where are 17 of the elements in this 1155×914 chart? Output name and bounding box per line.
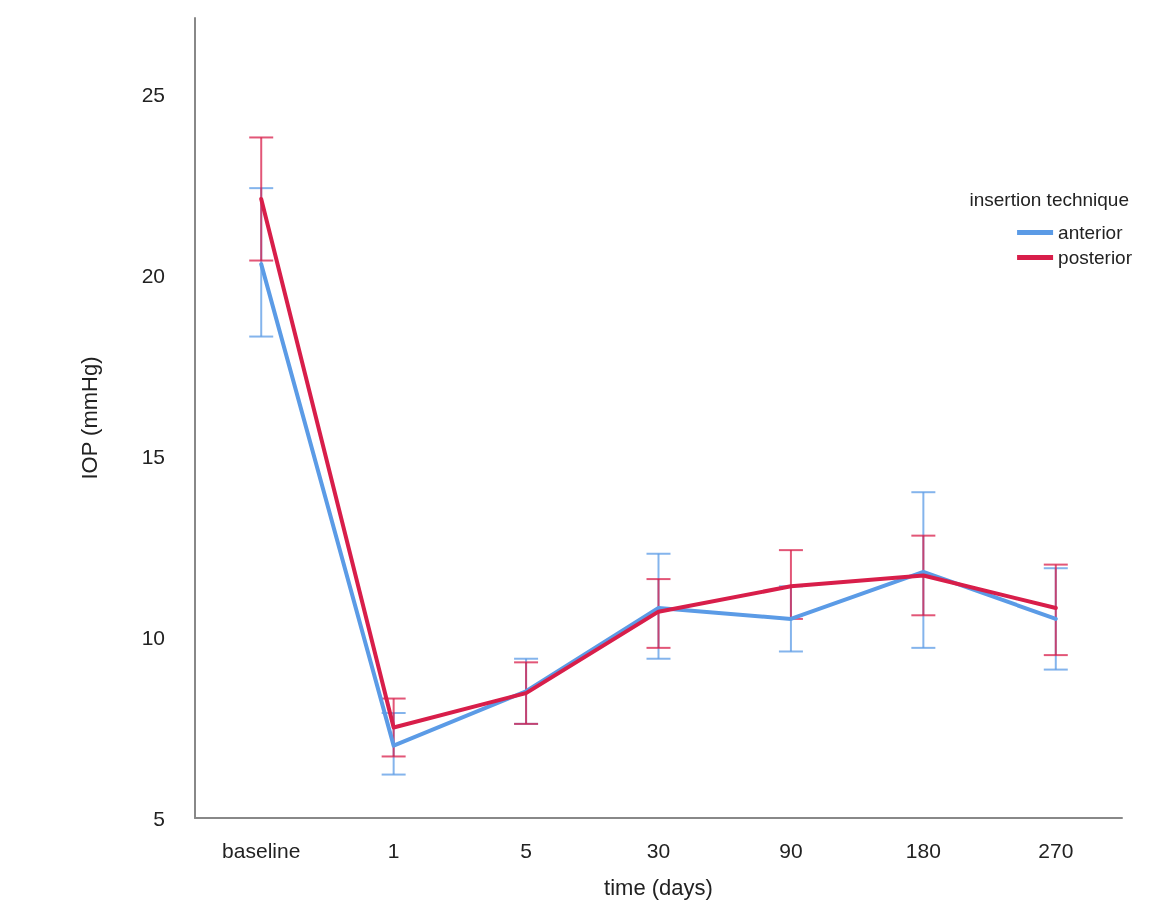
legend-label: posterior [1058,247,1133,268]
x-tick-label: 90 [779,839,803,862]
x-tick-label: 5 [520,839,532,862]
x-tick-label: baseline [222,839,301,862]
x-tick-label: 270 [1038,839,1074,862]
y-tick-label: 25 [141,82,165,106]
x-tick-label: 1 [387,839,400,862]
x-tick-label: 30 [646,839,671,862]
legend-title: insertion technique [969,189,1129,210]
y-tick-label: 10 [141,625,165,649]
y-tick-label: 5 [153,806,165,830]
y-tick-label: 15 [141,444,165,468]
y-axis-title: IOP (mmHg) [76,356,102,480]
legend-label: anterior [1058,222,1124,243]
y-tick-label: 20 [141,263,165,287]
x-axis-title: time (days) [604,874,713,900]
x-tick-label: 180 [905,839,941,862]
